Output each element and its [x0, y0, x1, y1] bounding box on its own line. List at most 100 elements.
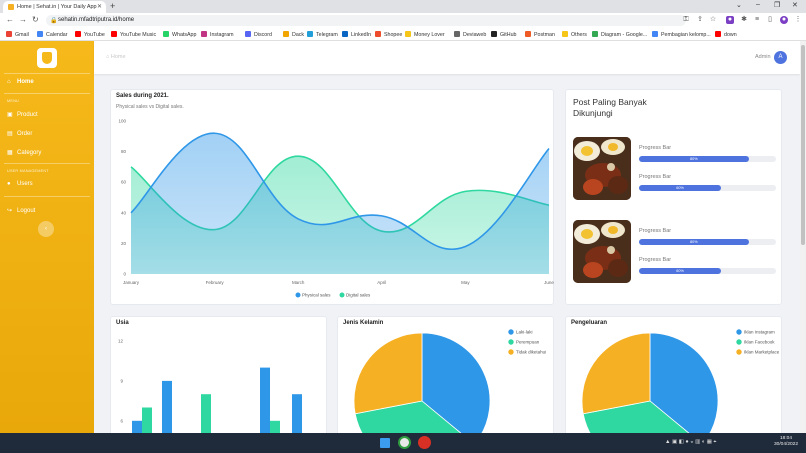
admin-label[interactable]: Admin	[755, 54, 771, 60]
extensions-icon[interactable]: ✱	[741, 16, 747, 23]
key-icon[interactable]: ⚿	[683, 16, 689, 23]
progress-track: 80%	[639, 156, 776, 162]
x-tick-label: March	[292, 280, 305, 285]
close-tab-icon[interactable]: ✕	[96, 4, 102, 10]
expense-pie-chart: Iklan Instagram Iklan Facebook Iklan Marke…	[581, 329, 780, 437]
legend-label: Laki-laki	[516, 330, 533, 335]
bookmark-favicon-icon	[75, 31, 81, 37]
close-window-button[interactable]: ✕	[792, 2, 798, 9]
new-tab-button[interactable]: +	[110, 1, 116, 11]
share-icon[interactable]: ⇪	[697, 16, 703, 23]
bookmark-item[interactable]: down	[715, 31, 737, 38]
back-icon[interactable]: ←	[6, 15, 14, 24]
bookmark-item[interactable]: WhatsApp	[163, 31, 196, 38]
pie-slice[interactable]	[582, 400, 702, 437]
sidebar-toggle-button[interactable]: ‹	[38, 221, 54, 237]
cart-icon: ▤	[7, 131, 13, 137]
progress-fill: 80%	[639, 239, 749, 245]
forward-icon[interactable]: →	[19, 15, 27, 24]
bookmark-label: Pembagian kelomp...	[661, 32, 711, 38]
series-line[interactable]	[130, 132, 550, 250]
bookmark-item[interactable]: Gmail	[6, 31, 29, 38]
chrome-taskbar-icon[interactable]	[398, 436, 411, 449]
clock[interactable]: 18:04 30/04/2022	[774, 436, 798, 448]
avatar[interactable]: A	[774, 51, 787, 64]
bookmark-item[interactable]: GitHub	[491, 31, 517, 38]
bookmark-item[interactable]: Others	[562, 31, 587, 38]
bar[interactable]	[201, 394, 211, 437]
legend-swatch	[736, 349, 742, 355]
os-taskbar: ▲ ▣ ◧ ● ◒ ▥ ◐ ▦ ⌖ 18:04 30/04/2022	[0, 433, 806, 453]
bar[interactable]	[260, 367, 270, 437]
sidebar-divider	[4, 93, 90, 94]
bookmark-item[interactable]: YouTube	[75, 31, 105, 38]
reading-list-icon[interactable]: ≡	[754, 16, 760, 23]
app-taskbar-icon[interactable]	[418, 436, 431, 449]
x-tick-label: April	[377, 280, 386, 285]
start-icon[interactable]	[380, 438, 390, 448]
bar[interactable]	[162, 380, 172, 437]
sidebar-item-home[interactable]: ⌂ Home	[7, 79, 34, 85]
bookmark-item[interactable]: Money Lover	[405, 31, 445, 38]
browser-tab[interactable]: Home | Sehat.in | Your Daily App ✕	[3, 1, 106, 13]
pie-slice[interactable]	[353, 332, 423, 415]
sidebar-item-logout[interactable]: ↪ Logout	[7, 207, 35, 214]
bookmark-item[interactable]: LinkedIn	[342, 31, 371, 38]
sidebar-item-order[interactable]: ▤ Order	[7, 130, 32, 137]
minimize-button[interactable]: –	[756, 1, 760, 8]
bookmark-item[interactable]: Pembagian kelomp...	[652, 31, 711, 38]
bookmark-item[interactable]: YouTube Music	[111, 31, 156, 38]
bookmark-favicon-icon	[283, 31, 289, 37]
bookmark-item[interactable]: Telegram	[307, 31, 338, 38]
maximize-button[interactable]: ❐	[774, 2, 781, 9]
sidebar-item-category[interactable]: ▦ Category	[7, 149, 41, 156]
pie-slice[interactable]	[421, 332, 491, 437]
y-tick-label: 9	[120, 378, 123, 383]
sales-area-chart: 0 20 40 60 80 100 January February March April May…	[118, 119, 554, 298]
sidebar-heading-menu: MENU	[7, 99, 19, 103]
bookmark-item[interactable]: Diagram - Google...	[592, 31, 647, 38]
breadcrumb[interactable]: ⌂ Home	[106, 54, 126, 60]
bar[interactable]	[142, 407, 152, 438]
x-tick-label: January	[123, 280, 140, 285]
menu-icon[interactable]: ⋮	[794, 16, 802, 23]
bookmark-item[interactable]: Discord	[245, 31, 272, 38]
progress-track: 80%	[639, 239, 776, 245]
tab-search-icon[interactable]: ⌄	[736, 2, 742, 9]
sidebar-item-users[interactable]: ● Users	[7, 181, 33, 187]
extension-badge-icon[interactable]: ●	[726, 16, 734, 24]
legend-swatch	[508, 329, 514, 335]
app-logo[interactable]	[37, 48, 57, 68]
bookmark-item[interactable]: Postman	[525, 31, 555, 38]
bar[interactable]	[270, 420, 280, 437]
post-thumbnail[interactable]	[573, 137, 631, 200]
url-input[interactable]: 🔒 sehatin.mfadtriputra.id/home	[46, 15, 686, 26]
bookmark-label: Shopee	[384, 32, 403, 38]
profile-icon[interactable]: ●	[780, 16, 788, 24]
bookmark-item[interactable]: Dack	[283, 31, 304, 38]
bookmark-item[interactable]: Deviaweb	[454, 31, 486, 38]
page-scrollbar-thumb[interactable]	[801, 45, 805, 245]
sidebar-item-product[interactable]: ▣ Product	[7, 111, 38, 118]
bookmark-item[interactable]: Calendar	[37, 31, 68, 38]
sidebar-item-label: Logout	[17, 208, 36, 214]
reload-icon[interactable]: ↻	[32, 15, 39, 24]
bookmark-item[interactable]: Instagram	[201, 31, 234, 38]
pie-slice[interactable]	[649, 332, 719, 437]
pie-slice[interactable]	[581, 332, 651, 415]
sales-chart-title: Sales during 2021.	[116, 93, 169, 99]
tray-icons[interactable]: ▲ ▣ ◧ ● ◒ ▥ ◐ ▦ ⌖	[665, 439, 717, 445]
y-tick-label: 100	[118, 119, 126, 124]
legend-swatch	[736, 339, 742, 345]
bar[interactable]	[132, 420, 142, 437]
side-panel-icon[interactable]: ▯	[768, 16, 772, 23]
bar[interactable]	[292, 394, 302, 437]
bookmark-item[interactable]: Shopee	[375, 31, 402, 38]
pie-slice[interactable]	[354, 400, 474, 437]
progress-track: 60%	[639, 268, 776, 274]
post-thumbnail[interactable]	[573, 220, 631, 283]
bookmark-favicon-icon	[454, 31, 460, 37]
star-icon[interactable]: ☆	[709, 16, 717, 23]
bookmark-favicon-icon	[245, 31, 251, 37]
bookmark-favicon-icon	[201, 31, 207, 37]
